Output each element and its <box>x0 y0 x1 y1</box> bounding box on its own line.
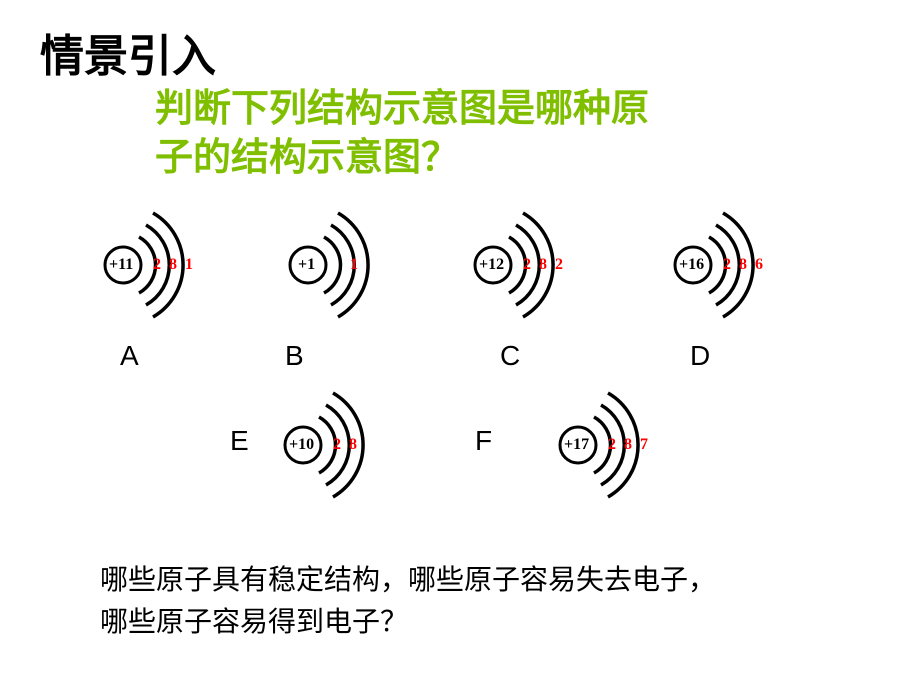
label-F: F <box>475 425 492 457</box>
atom-C: +12 2 8 2 <box>455 210 635 340</box>
atom-B: +1 1 <box>270 210 450 340</box>
shell-E-1: 8 <box>349 436 357 454</box>
label-C: C <box>500 340 520 372</box>
atom-F-svg <box>540 390 720 520</box>
nucleus-F: +17 <box>564 436 589 454</box>
label-B: B <box>285 340 304 372</box>
atom-C-svg <box>455 210 635 340</box>
shell-F-2: 7 <box>640 436 648 454</box>
question-line2: 子的结构示意图？ <box>155 137 459 179</box>
label-E: E <box>230 425 249 457</box>
atom-D-svg <box>655 210 835 340</box>
nucleus-C: +12 <box>479 256 504 274</box>
question-text: 判断下列结构示意图是哪种原 子的结构示意图？ <box>155 85 649 184</box>
shell-E-0: 2 <box>333 436 341 454</box>
bottom-q-line2: 哪些原子容易得到电子？ <box>100 607 408 638</box>
shell-F-0: 2 <box>608 436 616 454</box>
shell-A-0: 2 <box>153 256 161 274</box>
section-heading: 情景引入 <box>40 20 216 84</box>
shell-D-0: 2 <box>723 256 731 274</box>
atom-E: +10 2 8 <box>265 390 445 520</box>
shell-C-0: 2 <box>523 256 531 274</box>
shell-C-2: 2 <box>555 256 563 274</box>
shell-A-1: 8 <box>169 256 177 274</box>
nucleus-D: +16 <box>679 256 704 274</box>
nucleus-E: +10 <box>289 436 314 454</box>
atom-B-svg <box>270 210 450 340</box>
atom-F: +17 2 8 7 <box>540 390 720 520</box>
atom-E-svg <box>265 390 445 520</box>
shell-F-1: 8 <box>624 436 632 454</box>
shell-B-0: 1 <box>350 256 358 274</box>
question-line1: 判断下列结构示意图是哪种原 <box>155 88 649 130</box>
nucleus-B: +1 <box>298 256 315 274</box>
atom-D: +16 2 8 6 <box>655 210 835 340</box>
shell-C-1: 8 <box>539 256 547 274</box>
shell-D-1: 8 <box>739 256 747 274</box>
bottom-question: 哪些原子具有稳定结构，哪些原子容易失去电子， 哪些原子容易得到电子？ <box>100 560 716 644</box>
shell-D-2: 6 <box>755 256 763 274</box>
label-A: A <box>120 340 139 372</box>
bottom-q-line1: 哪些原子具有稳定结构，哪些原子容易失去电子， <box>100 565 716 596</box>
atom-A-svg <box>85 210 265 340</box>
nucleus-A: +11 <box>109 256 133 274</box>
shell-A-2: 1 <box>185 256 193 274</box>
atom-A: +11 2 8 1 <box>85 210 265 340</box>
label-D: D <box>690 340 710 372</box>
